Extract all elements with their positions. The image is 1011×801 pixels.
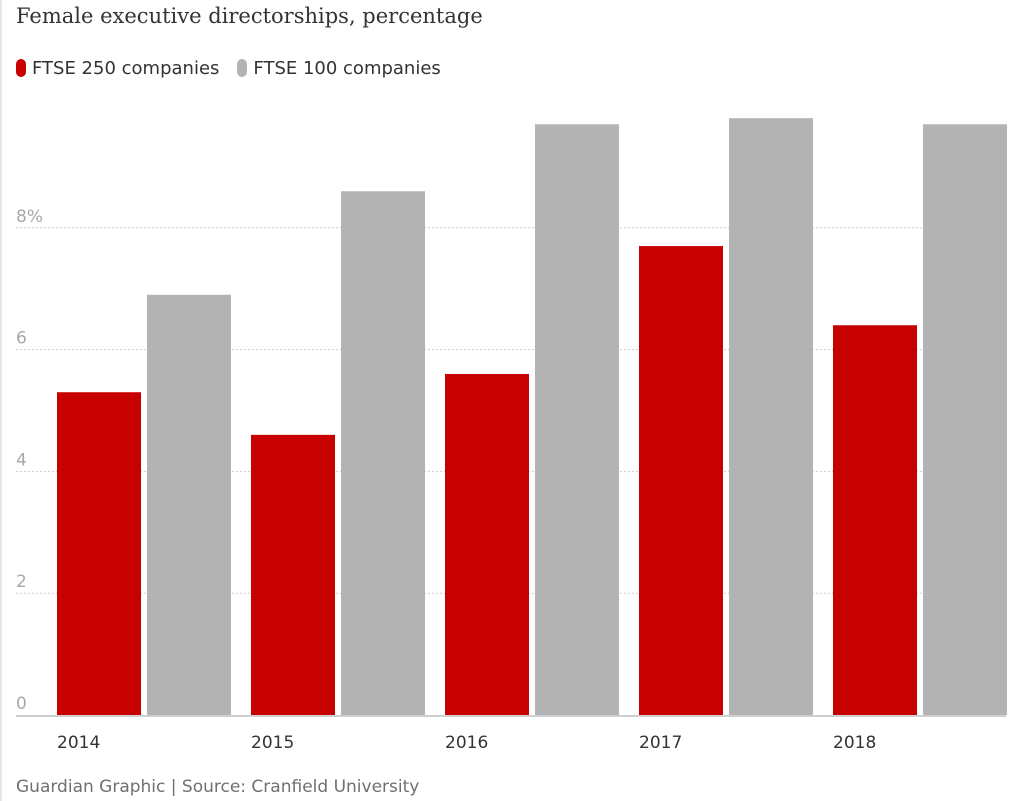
legend-label-ftse100: FTSE 100 companies [253, 57, 441, 79]
x-axis-category-labels: 2014 2015 2016 2017 2018 [57, 733, 876, 753]
y-axis-tick-labels: 0 2 4 6 8% [16, 207, 43, 714]
legend-item-ftse100: FTSE 100 companies [237, 57, 441, 79]
x-category-label: 2014 [57, 733, 100, 753]
legend-item-ftse250: FTSE 250 companies [16, 58, 219, 79]
y-tick-label: 0 [16, 694, 27, 714]
x-category-label: 2018 [833, 733, 876, 753]
x-category-label: 2017 [639, 733, 682, 753]
bar-ftse250-2016 [445, 373, 529, 715]
source-credit: Guardian Graphic | Source: Cranfield Uni… [16, 777, 420, 797]
bar-ftse250-2018 [833, 325, 917, 715]
bar-ftse250-2017 [639, 246, 723, 715]
chart-title: Female executive directorships, percenta… [16, 4, 483, 28]
legend-label-ftse250: FTSE 250 companies [32, 57, 220, 79]
bar-ftse100-2018 [923, 124, 1007, 715]
bar-ftse250-2014 [57, 392, 141, 715]
bar-ftse250-2015 [251, 434, 335, 715]
bar-ftse100-2017 [729, 118, 813, 716]
y-tick-label: 4 [16, 450, 27, 470]
y-tick-label: 6 [16, 329, 27, 349]
x-category-label: 2016 [445, 733, 488, 753]
legend-swatch-ftse250 [16, 59, 26, 77]
legend-swatch-ftse100 [237, 59, 248, 77]
legend: FTSE 250 companies FTSE 100 companies [16, 55, 459, 81]
bars [57, 118, 1007, 716]
y-tick-label: 8% [16, 207, 43, 227]
left-edge-rule [0, 0, 2, 801]
x-category-label: 2015 [251, 733, 294, 753]
bar-ftse100-2015 [341, 191, 425, 715]
y-tick-label: 2 [16, 572, 27, 592]
bar-ftse100-2016 [535, 124, 619, 715]
bar-ftse100-2014 [147, 294, 231, 715]
